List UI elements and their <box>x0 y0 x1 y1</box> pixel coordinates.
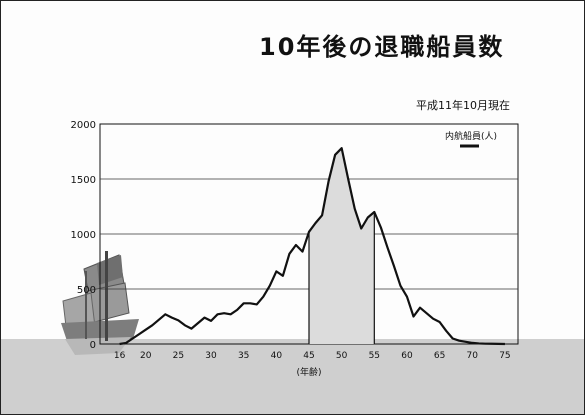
date-note: 平成11年10月現在 <box>416 99 510 112</box>
x-tick-label: 55 <box>369 351 380 361</box>
x-tick-label: 30 <box>205 351 217 361</box>
highlight-fill <box>309 148 375 344</box>
x-tick-label: 16 <box>114 351 126 361</box>
x-axis-label: (年齢) <box>296 366 321 378</box>
x-tick-label: 50 <box>336 351 348 361</box>
y-tick-label: 2000 <box>71 120 96 131</box>
y-tick-label: 0 <box>90 340 96 351</box>
y-tick-label: 500 <box>77 285 96 296</box>
x-tick-label: 35 <box>238 351 249 361</box>
x-tick-labels: 16 20 25 30 35 40 45 50 55 60 65 70 75 <box>114 351 511 361</box>
series-lines <box>119 147 505 346</box>
y-tick-label: 1000 <box>71 230 96 241</box>
highlight-region <box>308 148 375 344</box>
x-tick-label: 70 <box>467 351 479 361</box>
x-tick-label: 20 <box>140 351 152 361</box>
page-title: 10年後の退職船員数 <box>259 33 505 61</box>
x-tick-label: 60 <box>401 351 413 361</box>
x-tick-label: 75 <box>499 351 510 361</box>
series-line <box>119 147 505 346</box>
legend-label: 内航船員(人) <box>445 130 497 142</box>
x-tick-label: 25 <box>173 351 184 361</box>
x-tick-label: 65 <box>434 351 445 361</box>
x-tick-label: 45 <box>303 351 314 361</box>
x-tick-label: 40 <box>271 351 283 361</box>
y-tick-labels: 0 500 1000 1500 2000 <box>71 120 96 351</box>
y-tick-label: 1500 <box>71 175 96 186</box>
legend: 内航船員(人) <box>445 130 497 148</box>
